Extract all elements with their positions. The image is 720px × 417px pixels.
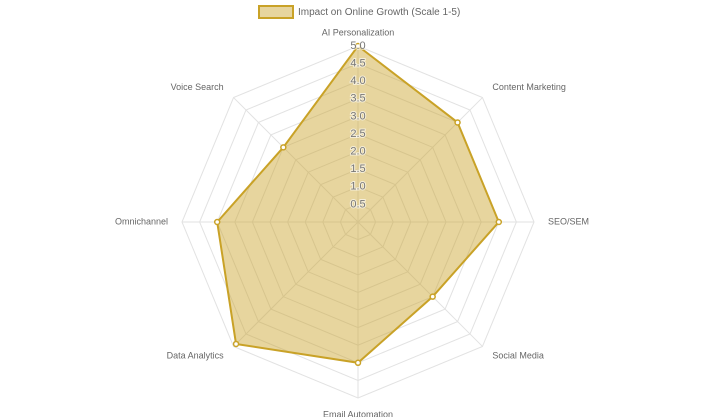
label-layer: 0.5 1.0 1.5 2.0 2.5 3.0 3.5 4.0 4.5 5.0 AI Persona…	[115, 27, 589, 417]
grid-line	[339, 203, 377, 241]
category-label: AI Personalization	[322, 27, 395, 37]
data-point	[354, 359, 362, 367]
r-tick-label: 3.5	[350, 93, 365, 105]
r-tick-label: 4.5	[350, 58, 365, 70]
data-point	[232, 340, 240, 348]
r-tick-label: 5.0	[350, 40, 365, 52]
data-point	[454, 119, 461, 126]
grid-line	[234, 98, 482, 346]
grid-line	[269, 133, 447, 311]
grid-line	[251, 115, 465, 329]
r-tick-label: 1.0	[350, 181, 365, 193]
category-label: Content Marketing	[492, 82, 566, 92]
r-tick-label: 0.5	[350, 198, 365, 210]
r-tick-label: 2.5	[350, 128, 365, 140]
grid-layer	[181, 45, 535, 399]
grid-line	[287, 151, 429, 293]
data-point	[354, 42, 362, 50]
data-point	[429, 293, 436, 300]
r-tick-label: 3.0	[350, 110, 365, 122]
data-point	[213, 218, 221, 226]
grid-line	[199, 63, 517, 381]
legend[interactable]: Impact on Online Growth (Scale 1-5)	[258, 5, 460, 19]
data-point	[495, 218, 503, 226]
category-label: Data Analytics	[167, 351, 225, 361]
legend-label: Impact on Online Growth (Scale 1-5)	[298, 7, 460, 18]
grid-line	[304, 168, 412, 276]
r-tick-label: 2.0	[350, 146, 365, 158]
r-tick-label: 1.5	[350, 163, 365, 175]
category-label: Voice Search	[171, 82, 224, 92]
data-point	[280, 144, 287, 151]
r-tick-label: 4.0	[350, 75, 365, 87]
category-label: Email Automation	[323, 409, 393, 417]
category-label: Omnichannel	[115, 216, 168, 226]
legend-swatch	[258, 5, 294, 19]
grid-line	[322, 186, 394, 258]
grid-line	[181, 45, 535, 399]
category-label: SEO/SEM	[548, 216, 589, 226]
category-label: Social Media	[492, 351, 544, 361]
data-layer	[213, 42, 503, 367]
